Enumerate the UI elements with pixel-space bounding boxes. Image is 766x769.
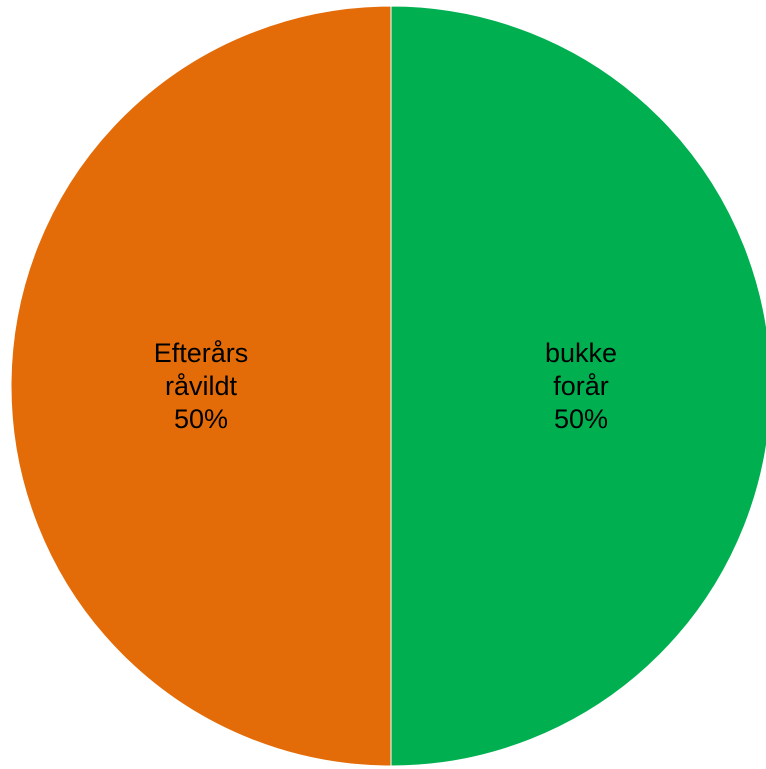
slice-name-line: råvildt xyxy=(165,371,238,401)
pie-slices xyxy=(10,5,766,767)
slice-percent-label: 50% xyxy=(174,404,228,434)
pie-labels: bukke forår 50%Efterårs råvildt 50% xyxy=(154,338,617,434)
slice-name-line: bukke xyxy=(545,338,617,368)
slice-name-line: forår xyxy=(553,371,609,401)
pie-slice-1 xyxy=(10,5,392,767)
pie-slice-0 xyxy=(390,5,766,767)
slice-label-1: Efterårs råvildt 50% xyxy=(154,338,249,434)
slice-label-0: bukke forår 50% xyxy=(545,338,617,434)
slice-percent-label: 50% xyxy=(554,404,608,434)
slice-name-line: Efterårs xyxy=(154,338,249,368)
